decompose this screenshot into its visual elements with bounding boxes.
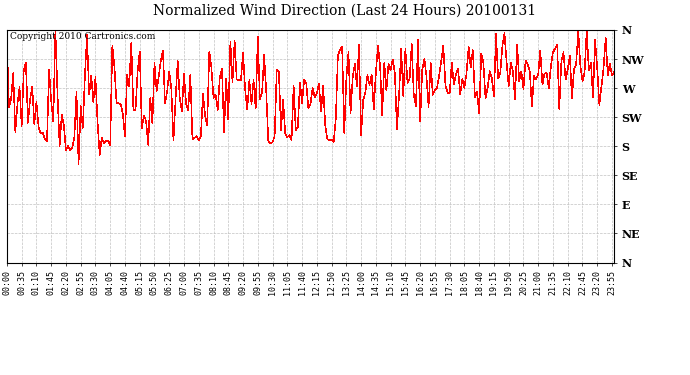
Text: Normalized Wind Direction (Last 24 Hours) 20100131: Normalized Wind Direction (Last 24 Hours… [153,4,537,18]
Text: Copyright 2010 Cartronics.com: Copyright 2010 Cartronics.com [10,32,155,41]
